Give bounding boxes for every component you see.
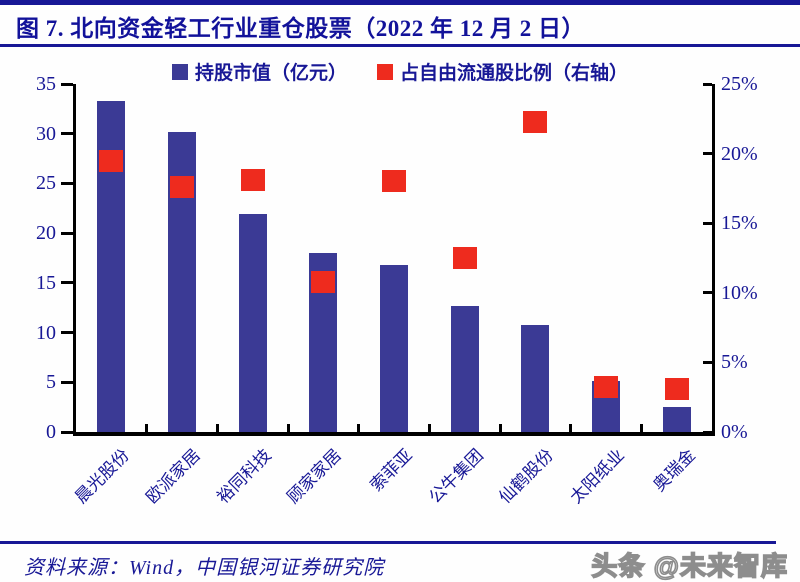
plot-area [61, 82, 715, 436]
source-note: 资料来源：Wind，中国银河证券研究院 [24, 557, 385, 579]
marker-索菲亚 [382, 170, 406, 193]
left-axis-tick-20 [61, 231, 73, 235]
marker-公牛集团 [452, 247, 477, 269]
legend: 持股市值（亿元） 占自由流通股比例（右轴） [0, 58, 800, 85]
bar-公牛集团 [450, 305, 479, 432]
bar-裕同科技 [238, 214, 267, 432]
right-axis-tick-20% [703, 152, 712, 156]
right-axis-tick-10% [703, 291, 712, 295]
right-axis-label-0%: 0% [721, 421, 748, 443]
right-axis-tick-15% [703, 221, 712, 225]
right-axis-label-15%: 15% [721, 212, 758, 235]
marker-奥瑞金 [664, 377, 689, 400]
left-axis-label-20: 20 [36, 222, 56, 245]
legend-label-bar-series: 持股市值（亿元） [194, 63, 347, 84]
right-axis-label-5%: 5% [721, 351, 748, 374]
bar-奥瑞金 [662, 407, 691, 432]
marker-太阳纸业 [594, 376, 618, 399]
marker-欧派家居 [170, 176, 194, 199]
left-axis-label-0: 0 [46, 421, 56, 443]
bar-series-swatch-icon [171, 63, 188, 80]
left-axis-label-10: 10 [36, 321, 56, 344]
x-axis-tick-1 [145, 424, 149, 432]
right-axis-label-20%: 20% [721, 142, 758, 165]
legend-label-scatter-series: 占自由流通股比例（右轴） [400, 63, 629, 84]
legend-item-scatter-series: 占自由流通股比例（右轴） [377, 58, 628, 85]
x-axis-tick-8 [639, 424, 643, 432]
left-axis-tick-5 [61, 380, 73, 384]
left-axis-tick-30 [61, 132, 73, 136]
legend-item-bar-series: 持股市值（亿元） [171, 58, 347, 85]
left-axis-label-35: 35 [36, 73, 56, 95]
figure-title: 图 7. 北向资金轻工行业重仓股票（2022 年 12 月 2 日） [16, 16, 585, 41]
x-axis-tick-6 [498, 424, 502, 432]
left-axis-tick-35 [61, 82, 73, 86]
x-axis-tick-7 [569, 424, 573, 432]
bar-仙鹤股份 [521, 324, 550, 432]
scatter-series-swatch-icon [377, 63, 393, 80]
left-axis-label-30: 30 [36, 122, 56, 145]
marker-裕同科技 [240, 169, 265, 192]
bar-索菲亚 [380, 264, 408, 432]
marker-顾家家居 [311, 270, 336, 293]
right-axis-label-25%: 25% [721, 73, 758, 95]
left-axis-label-25: 25 [36, 172, 56, 195]
top-border-rule [0, 0, 800, 5]
marker-晨光股份 [99, 149, 124, 172]
marker-仙鹤股份 [523, 110, 548, 133]
left-axis-label-5: 5 [46, 371, 56, 394]
right-axis-tick-0% [703, 430, 712, 434]
x-axis-tick-4 [357, 424, 361, 432]
x-axis-tick-2 [215, 424, 219, 432]
right-axis-label-10%: 10% [721, 281, 758, 304]
right-axis-tick-25% [703, 82, 712, 86]
left-axis-tick-0 [61, 430, 73, 434]
x-axis-tick-3 [286, 424, 290, 432]
right-axis-tick-5% [703, 360, 712, 364]
footer-divider-rule [0, 541, 776, 544]
left-axis-tick-25 [61, 181, 73, 185]
left-axis-tick-10 [61, 331, 73, 335]
x-axis-tick-5 [427, 424, 431, 432]
title-divider-rule [0, 44, 800, 47]
left-axis-label-15: 15 [36, 271, 56, 294]
watermark-badge: 头条 @未来智库 [591, 550, 788, 582]
left-axis-tick-15 [61, 281, 73, 285]
